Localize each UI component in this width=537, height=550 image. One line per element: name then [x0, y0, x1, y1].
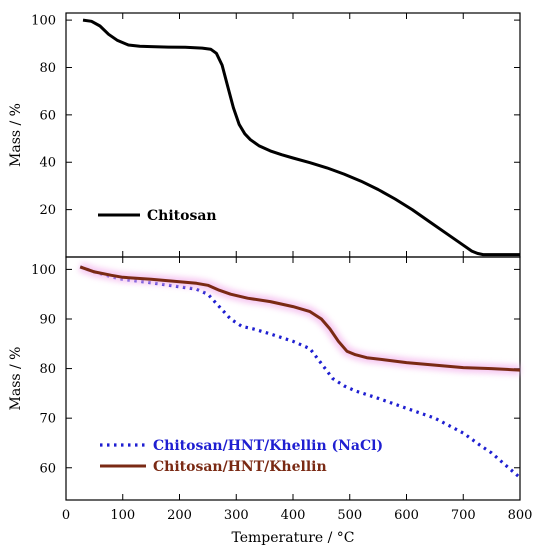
series-line-1	[79, 265, 521, 372]
y-axis-label: Mass / %	[8, 347, 24, 411]
y-tick-label: 20	[39, 203, 56, 218]
y-tick-label: 80	[39, 362, 56, 377]
legend-label-0: Chitosan	[147, 208, 217, 224]
x-tick-label: 100	[110, 508, 135, 523]
top-panel: 20 40 60 80 100 Mass / % Chitosan	[8, 12, 521, 258]
x-tick-label: 500	[337, 508, 362, 523]
series-line-0	[79, 265, 522, 479]
legend-label-0: Chitosan/HNT/Khellin (NaCl)	[153, 438, 383, 454]
y-tick-label: 60	[39, 461, 56, 476]
x-tick-label: 300	[224, 508, 249, 523]
series-line-0	[82, 18, 520, 257]
x-tick-label: 200	[167, 508, 192, 523]
y-tick-label: 100	[31, 14, 56, 29]
y-tick-label: 90	[39, 312, 56, 327]
legend-label-1: Chitosan/HNT/Khellin	[153, 459, 327, 475]
y-tick-label: 100	[31, 263, 56, 278]
x-tick-label: 400	[281, 508, 306, 523]
x-tick-label: 800	[508, 508, 533, 523]
y-tick-label: 70	[39, 412, 56, 427]
y-tick-label: 80	[39, 61, 56, 76]
y-tick-label: 60	[39, 108, 56, 123]
y-tick-label: 40	[39, 156, 56, 171]
x-axis-label: Temperature / °C	[231, 530, 354, 546]
bottom-panel: 60 70 80 90 100 0 100 200 300 400 500 600 700 800 Temp…	[8, 256, 533, 546]
x-tick-label: 0	[62, 508, 70, 523]
x-tick-label: 700	[451, 508, 476, 523]
series-glow	[78, 262, 521, 376]
plot-frame	[65, 12, 521, 258]
x-tick-label: 600	[394, 508, 419, 523]
y-axis-label: Mass / %	[8, 103, 24, 167]
